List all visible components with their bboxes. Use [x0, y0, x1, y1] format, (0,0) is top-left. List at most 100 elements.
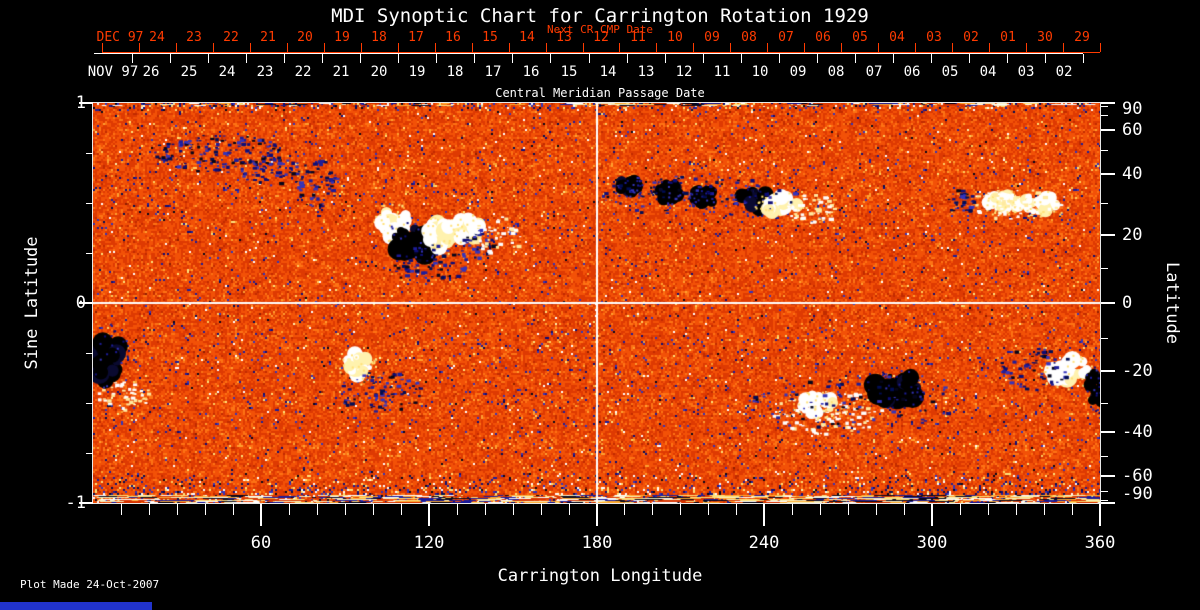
cmp-axis-tick — [132, 54, 133, 63]
cmp-date-label: NOV 97 — [87, 64, 139, 80]
cmp-date-label: 24 — [218, 64, 236, 80]
next-cr-date-label: 18 — [371, 30, 387, 45]
next-cr-date-label: 24 — [149, 30, 165, 45]
next-cr-date-label: 23 — [186, 30, 202, 45]
x-axis-minor-tick — [317, 504, 318, 515]
next-cr-axis-tick — [250, 43, 251, 52]
next-cr-date-label: 06 — [815, 30, 831, 45]
y-left-minor-tick — [86, 403, 93, 404]
y-right-major-tick — [1101, 302, 1115, 304]
cmp-axis-tick — [665, 54, 666, 63]
cmp-date-label: 19 — [408, 64, 426, 80]
cmp-date-label: 09 — [789, 64, 807, 80]
next-cr-axis-tick — [213, 43, 214, 52]
cmp-axis-tick — [170, 54, 171, 63]
x-axis-minor-tick — [792, 504, 793, 515]
y-left-minor-tick — [86, 353, 93, 354]
x-axis-minor-tick — [177, 504, 178, 515]
next-cr-axis-tick — [1063, 43, 1064, 52]
next-cr-axis-line — [102, 52, 1100, 53]
y-right-major-tick — [1101, 234, 1115, 236]
cmp-axis-tick — [246, 54, 247, 63]
next-cr-date-label: 13 — [556, 30, 572, 45]
cmp-date-label: 13 — [637, 64, 655, 80]
x-axis-tick-label: 360 — [1084, 533, 1116, 553]
cmp-date-label: 05 — [941, 64, 959, 80]
x-axis-minor-tick — [988, 504, 989, 515]
cmp-axis-tick — [627, 54, 628, 63]
next-cr-date-label: 08 — [741, 30, 757, 45]
x-axis-title: Carrington Longitude — [497, 566, 703, 586]
cmp-date-label: 11 — [713, 64, 731, 80]
x-axis-minor-tick — [205, 504, 206, 515]
x-axis-tick-label: 300 — [916, 533, 948, 553]
next-cr-axis-tick — [435, 43, 436, 52]
x-axis-minor-tick — [233, 504, 234, 515]
next-cr-axis-tick — [1026, 43, 1027, 52]
y-right-minor-tick — [1101, 338, 1108, 339]
footer-blue-bar — [0, 602, 152, 610]
next-cr-axis-tick — [656, 43, 657, 52]
cmp-axis-label: Central Meridian Passage Date — [495, 86, 705, 100]
y-right-tick-label: 90 — [1122, 99, 1143, 119]
next-cr-date-label: 04 — [889, 30, 905, 45]
cmp-axis-tick — [589, 54, 590, 63]
next-cr-axis-tick — [767, 43, 768, 52]
next-cr-date-label: 22 — [223, 30, 239, 45]
next-cr-date-label: 11 — [630, 30, 646, 45]
y-left-minor-tick — [86, 153, 93, 154]
next-cr-date-label: 14 — [519, 30, 535, 45]
cmp-date-label: 17 — [484, 64, 502, 80]
cmp-date-label: 22 — [294, 64, 312, 80]
x-axis-minor-tick — [848, 504, 849, 515]
cmp-axis-tick — [703, 54, 704, 63]
cmp-date-label: 15 — [560, 64, 578, 80]
cmp-axis-tick — [360, 54, 361, 63]
y-right-tick-label: -20 — [1122, 361, 1153, 381]
cmp-axis-line — [94, 53, 1083, 54]
cmp-date-label: 06 — [903, 64, 921, 80]
next-cr-date-label: 21 — [260, 30, 276, 45]
x-axis-minor-tick — [149, 504, 150, 515]
next-cr-date-label: 15 — [482, 30, 498, 45]
y-right-tick-label: 20 — [1122, 225, 1143, 245]
cmp-axis-tick — [512, 54, 513, 63]
next-cr-date-label: 01 — [1000, 30, 1016, 45]
y-right-major-tick — [1101, 173, 1115, 175]
y-right-minor-tick — [1101, 403, 1108, 404]
x-axis-minor-tick — [541, 504, 542, 515]
cmp-date-label: 18 — [446, 64, 464, 80]
x-axis-minor-tick — [401, 504, 402, 515]
x-axis-minor-tick — [652, 504, 653, 515]
next-cr-axis-tick — [583, 43, 584, 52]
next-cr-axis-tick — [324, 43, 325, 52]
next-cr-axis-tick — [1100, 43, 1101, 52]
next-cr-axis-tick — [398, 43, 399, 52]
x-axis-major-tick — [596, 504, 598, 526]
y-left-major-tick — [79, 502, 93, 504]
x-axis-minor-tick — [569, 504, 570, 515]
next-cr-date-label: DEC 97 — [96, 30, 144, 45]
next-cr-date-label: 02 — [963, 30, 979, 45]
y-left-major-tick — [79, 302, 93, 304]
y-left-minor-tick — [86, 453, 93, 454]
next-cr-axis-tick — [841, 43, 842, 52]
cmp-date-label: 25 — [180, 64, 198, 80]
y-right-minor-tick — [1101, 491, 1108, 492]
cmp-date-label: 16 — [522, 64, 540, 80]
synoptic-map-canvas — [93, 103, 1100, 503]
next-cr-axis-tick — [287, 43, 288, 52]
next-cr-date-label: 30 — [1037, 30, 1053, 45]
cmp-date-label: 14 — [599, 64, 617, 80]
next-cr-date-label: 12 — [593, 30, 609, 45]
page-title: MDI Synoptic Chart for Carrington Rotati… — [331, 5, 869, 27]
cmp-date-label: 23 — [256, 64, 274, 80]
synoptic-map — [92, 102, 1101, 504]
cmp-axis-tick — [969, 54, 970, 63]
x-axis-minor-tick — [1044, 504, 1045, 515]
x-axis-tick-label: 120 — [413, 533, 445, 553]
next-cr-axis-label: Next CR CMP Date — [547, 23, 653, 36]
y-right-tick-label: -90 — [1122, 484, 1153, 504]
cmp-axis-tick — [1083, 54, 1084, 63]
y-left-tick-label: 0 — [75, 293, 86, 313]
